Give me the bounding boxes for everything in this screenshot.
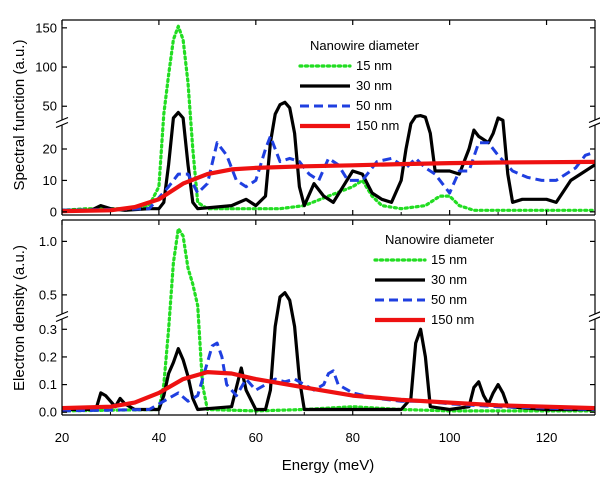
series-line-electron-density-30-nm — [62, 291, 595, 412]
series-line-electron-density-15-nm — [62, 227, 595, 413]
y-tick-label: 0 — [50, 204, 57, 219]
axis-break-mark — [55, 315, 69, 323]
legend-title: Nanowire diameter — [385, 232, 495, 247]
series-line-electron-density-150-nm — [62, 370, 595, 411]
legend-label: 50 nm — [431, 292, 467, 307]
legend-label: 30 nm — [431, 272, 467, 287]
panel-spectral-function-series — [62, 24, 595, 214]
series-layer — [62, 24, 595, 413]
x-tick-label: 120 — [536, 430, 558, 445]
panel-electron-density-series — [62, 227, 595, 413]
legend-label: 50 nm — [356, 98, 392, 113]
y-tick-label: 0.1 — [39, 377, 57, 392]
y-tick-label: 50 — [43, 99, 57, 114]
x-tick-label: 20 — [55, 430, 69, 445]
y-tick-label: 0.3 — [39, 322, 57, 337]
axis-break-mark — [588, 117, 600, 124]
panel-frame-spectral-function — [55, 19, 600, 216]
y-tick-label: 20 — [43, 142, 57, 157]
x-tick-label: 100 — [439, 430, 461, 445]
x-tick-label: 40 — [152, 430, 166, 445]
y-axis-label-spectral: Spectral function (a.u.) — [11, 40, 28, 191]
axis-break-mark — [588, 311, 600, 318]
legend-label: 30 nm — [356, 78, 392, 93]
legend-electron-density: Nanowire diameter 15 nm 30 nm 50 nm 150 nm — [373, 232, 495, 327]
legend-label: 15 nm — [356, 58, 392, 73]
y-tick-label: 150 — [35, 20, 57, 35]
axis-break-mark — [588, 122, 600, 129]
x-tick-label: 80 — [345, 430, 359, 445]
legend-label: 150 nm — [431, 312, 474, 327]
series-line-spectral-function-150-nm — [62, 159, 595, 214]
series-line-spectral-function-15-nm — [62, 24, 595, 212]
axis-break-mark — [55, 310, 69, 318]
y-tick-label: 0.5 — [39, 287, 57, 302]
y-tick-label: 0.0 — [39, 405, 57, 420]
legend-title: Nanowire diameter — [310, 38, 420, 53]
axis-break-mark — [588, 316, 600, 323]
frame-layer — [55, 19, 600, 416]
y-axis-label-density: Electron density (a.u.) — [11, 245, 28, 391]
legend-label: 15 nm — [431, 252, 467, 267]
series-line-spectral-function-30-nm — [62, 100, 595, 212]
legend-label: 150 nm — [356, 118, 399, 133]
x-axis-label: Energy (meV) — [282, 457, 375, 474]
y-tick-label: 1.0 — [39, 234, 57, 249]
panel-frame-electron-density — [55, 219, 600, 416]
tick-layer: 0 10 20 50 100 150 0.0 0.1 0.2 0.3 0.5 1.0 20 40 60 80 1… — [35, 20, 595, 445]
x-tick-label: 60 — [249, 430, 263, 445]
legend-spectral-function: Nanowire diameter 15 nm 30 nm 50 nm 150 nm — [298, 38, 420, 133]
y-tick-label: 0.2 — [39, 349, 57, 364]
y-tick-label: 100 — [35, 60, 57, 75]
y-tick-label: 10 — [43, 173, 57, 188]
axis-break-mark — [55, 121, 69, 129]
series-line-spectral-function-50-nm — [62, 134, 595, 212]
axis-break-mark — [55, 116, 69, 124]
